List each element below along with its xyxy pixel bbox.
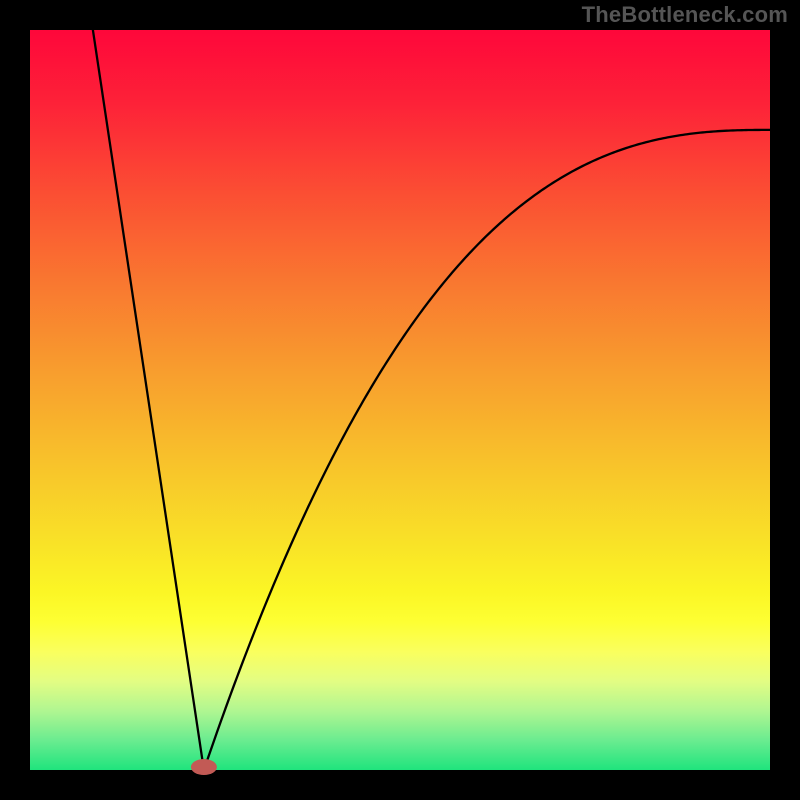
watermark-text: TheBottleneck.com (582, 2, 788, 28)
bottleneck-chart (0, 0, 800, 800)
min-marker (191, 759, 217, 775)
chart-stage: TheBottleneck.com (0, 0, 800, 800)
